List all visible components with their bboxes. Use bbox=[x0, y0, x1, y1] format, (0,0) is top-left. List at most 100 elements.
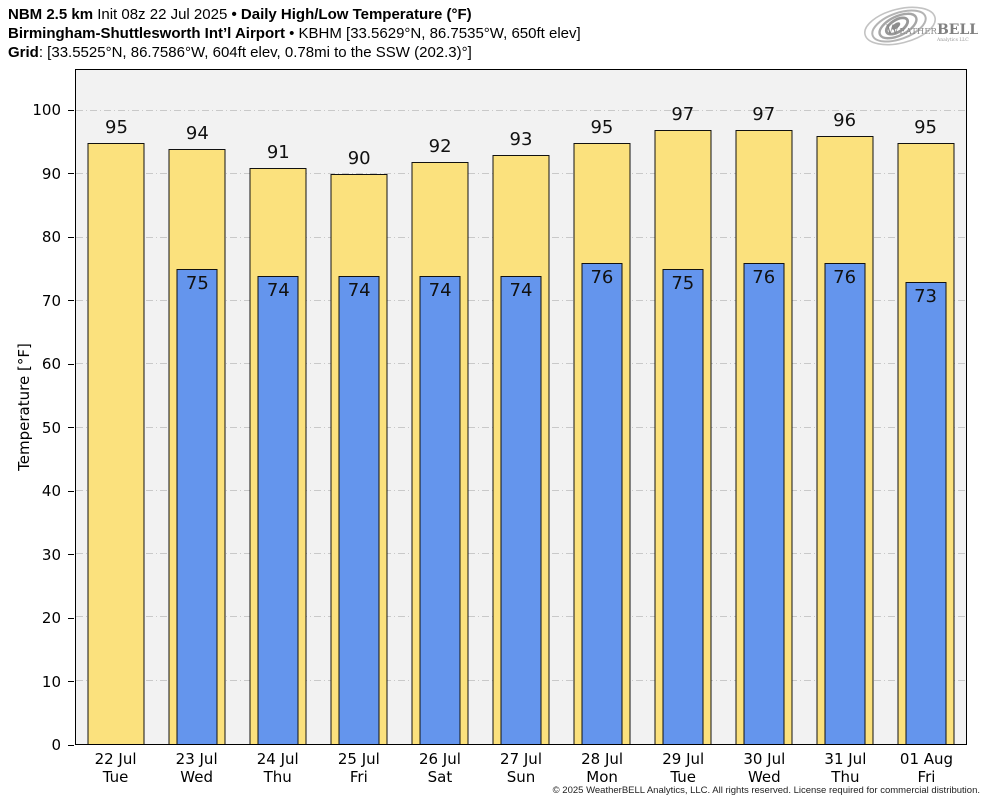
low-bar: 74 bbox=[338, 275, 380, 744]
low-value-label: 76 bbox=[590, 267, 614, 289]
low-value-label: 74 bbox=[509, 279, 533, 301]
low-value-label: 75 bbox=[185, 273, 209, 295]
x-tick-weekday: Tue bbox=[102, 768, 129, 786]
y-tick-mark bbox=[68, 554, 74, 556]
init-time: Init 08z 22 Jul 2025 bbox=[93, 6, 232, 23]
y-tick-label: 50 bbox=[41, 418, 61, 437]
low-bar: 76 bbox=[824, 263, 866, 744]
model-name: NBM 2.5 km bbox=[8, 6, 94, 23]
station-name: Birmingham-Shuttlesworth Int’l Airport bbox=[8, 25, 285, 42]
x-axis-labels: 22 Jul Tue 23 Jul Wed 24 Jul Thu 25 Jul Fri 26 J… bbox=[75, 750, 967, 786]
y-tick-label: 60 bbox=[41, 355, 61, 374]
x-tick-weekday: Mon bbox=[586, 768, 618, 786]
logo-eather: EATHER bbox=[899, 27, 937, 37]
low-bar: 76 bbox=[581, 263, 623, 744]
x-tick-date: 22 Jul bbox=[94, 750, 137, 768]
low-value-label: 76 bbox=[833, 267, 857, 289]
x-tick-date: 28 Jul bbox=[581, 750, 624, 768]
x-tick-label: 27 Jul Sun bbox=[480, 750, 561, 786]
x-tick-date: 25 Jul bbox=[337, 750, 380, 768]
x-tick-date: 01 Aug bbox=[899, 750, 954, 768]
x-tick-label: 31 Jul Thu bbox=[805, 750, 886, 786]
x-tick-weekday: Sat bbox=[427, 768, 453, 786]
product-title: Daily High/Low Temperature (°F) bbox=[236, 6, 472, 23]
logo-subtext: Analytics LLC bbox=[936, 37, 969, 43]
high-value-label: 91 bbox=[266, 142, 290, 164]
header-line-1: NBM 2.5 km Init 08z 22 Jul 2025 • Daily … bbox=[8, 5, 581, 24]
x-tick-weekday: Sun bbox=[506, 768, 536, 786]
plot-area: 95 94 75 91 74 90 74 92 74 93 74 95 76 97 75 97 76 96 76 95… bbox=[75, 69, 967, 745]
x-tick-label: 24 Jul Thu bbox=[237, 750, 318, 786]
gridline bbox=[76, 110, 966, 112]
bullet-separator: • bbox=[231, 6, 237, 23]
x-tick-label: 25 Jul Fri bbox=[318, 750, 399, 786]
low-bar: 74 bbox=[257, 275, 299, 744]
bar-group: 95 76 bbox=[561, 70, 642, 744]
y-tick-mark bbox=[68, 363, 74, 365]
bars-row: 95 94 75 91 74 90 74 92 74 93 74 95 76 97 75 97 76 96 76 95… bbox=[76, 70, 966, 744]
x-tick-date: 31 Jul bbox=[824, 750, 867, 768]
bar-group: 96 76 bbox=[804, 70, 885, 744]
station-details: • KBHM [33.5629°N, 86.7535°W, 650ft elev… bbox=[284, 25, 581, 42]
y-axis-title: Temperature [°F] bbox=[15, 343, 33, 471]
y-tick-mark bbox=[68, 427, 74, 429]
low-bar: 73 bbox=[905, 282, 947, 744]
low-bar: 75 bbox=[662, 269, 704, 744]
high-value-label: 92 bbox=[428, 135, 452, 157]
high-value-label: 93 bbox=[509, 129, 533, 151]
x-tick-label: 01 Aug Fri bbox=[886, 750, 967, 786]
chart-header: NBM 2.5 km Init 08z 22 Jul 2025 • Daily … bbox=[8, 5, 581, 62]
y-tick-label: 80 bbox=[41, 228, 61, 247]
x-tick-date: 27 Jul bbox=[500, 750, 542, 768]
y-tick-label: 40 bbox=[41, 482, 61, 501]
x-tick-label: 22 Jul Tue bbox=[75, 750, 156, 786]
x-tick-date: 30 Jul bbox=[743, 750, 786, 768]
y-tick-mark bbox=[68, 744, 74, 746]
x-tick-date: 26 Jul bbox=[418, 750, 461, 768]
x-tick-weekday: Tue bbox=[670, 768, 697, 786]
bar-group: 90 74 bbox=[319, 70, 400, 744]
bar-group: 93 74 bbox=[481, 70, 562, 744]
x-tick-weekday: Thu bbox=[263, 768, 292, 786]
grid-label: Grid bbox=[8, 44, 39, 61]
logo-bell: BELL bbox=[937, 22, 978, 38]
x-tick-weekday: Wed bbox=[180, 768, 213, 786]
bar-group: 97 75 bbox=[642, 70, 723, 744]
x-tick-weekday: Fri bbox=[349, 768, 368, 786]
y-tick-label: 100 bbox=[32, 101, 61, 120]
y-tick-mark bbox=[68, 300, 74, 302]
y-tick-label: 30 bbox=[41, 545, 61, 564]
header-line-2: Birmingham-Shuttlesworth Int’l Airport •… bbox=[8, 24, 581, 43]
x-tick-weekday: Fri bbox=[917, 768, 936, 786]
low-value-label: 74 bbox=[347, 279, 371, 301]
y-tick-mark bbox=[68, 173, 74, 175]
high-value-label: 95 bbox=[105, 116, 128, 138]
x-tick-label: 30 Jul Wed bbox=[724, 750, 805, 786]
x-tick-date: 29 Jul bbox=[662, 750, 705, 768]
x-tick-weekday: Wed bbox=[747, 768, 781, 786]
copyright-notice: © 2025 WeatherBELL Analytics, LLC. All r… bbox=[552, 785, 980, 796]
y-axis: 0 10 20 30 40 50 60 70 80 90 100 bbox=[0, 69, 75, 754]
x-tick-weekday: Thu bbox=[831, 768, 860, 786]
y-tick-mark bbox=[68, 681, 74, 683]
high-value-label: 97 bbox=[671, 104, 695, 126]
high-value-label: 95 bbox=[914, 116, 937, 138]
low-value-label: 74 bbox=[266, 279, 290, 301]
y-tick-mark bbox=[68, 490, 74, 492]
bar-group: 97 76 bbox=[723, 70, 804, 744]
low-bar: 76 bbox=[743, 263, 785, 744]
y-tick-mark bbox=[68, 236, 74, 238]
y-tick-label: 70 bbox=[41, 291, 61, 310]
bar-group: 92 74 bbox=[400, 70, 481, 744]
y-tick-mark bbox=[68, 617, 74, 619]
bar-group: 91 74 bbox=[238, 70, 319, 744]
hurricane-swirl-icon: WEATHERBELL Analytics LLC bbox=[864, 6, 979, 46]
y-tick-label: 0 bbox=[51, 736, 61, 754]
y-tick-label: 20 bbox=[41, 609, 61, 628]
svg-text:WEATHERBELL: WEATHERBELL bbox=[886, 22, 978, 38]
y-tick-label: 10 bbox=[41, 672, 61, 691]
bar-group: 95 73 bbox=[885, 70, 966, 744]
weatherbell-logo: WEATHERBELL Analytics LLC bbox=[860, 0, 979, 52]
low-bar: 74 bbox=[419, 275, 461, 744]
high-value-label: 90 bbox=[347, 148, 371, 170]
